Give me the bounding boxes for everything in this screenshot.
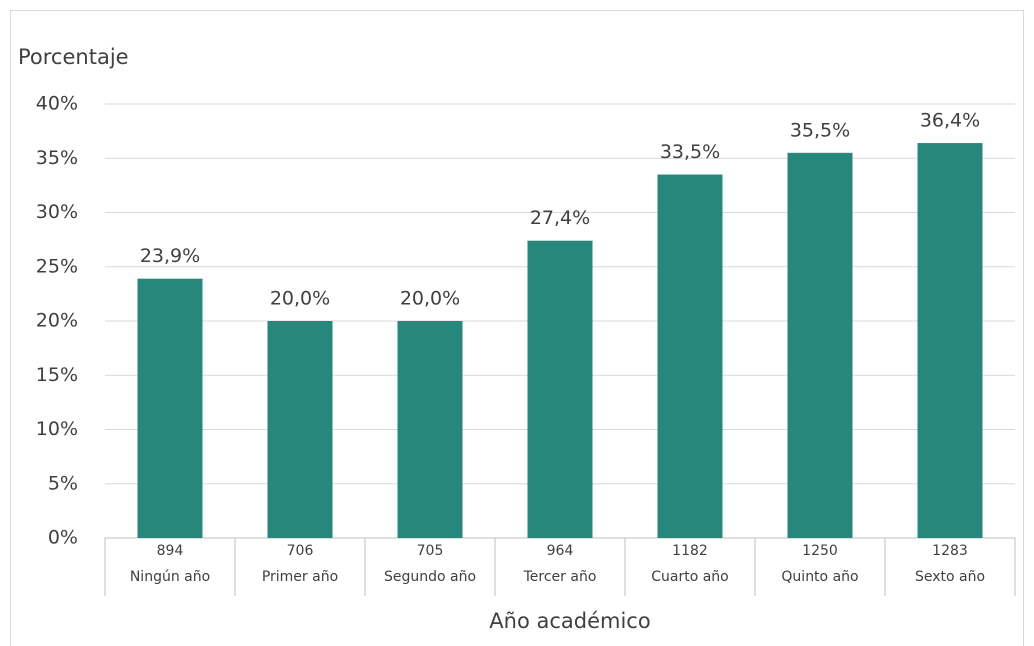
bar <box>267 321 333 538</box>
value-label: 36,4% <box>920 110 980 132</box>
x-tick-label: Primer año <box>262 569 338 585</box>
category-count: 894 <box>157 543 184 559</box>
x-tick-label: Quinto año <box>781 569 858 585</box>
y-tick-label: 15% <box>36 364 78 386</box>
bar <box>917 143 983 538</box>
value-label: 20,0% <box>400 288 460 310</box>
y-tick-label: 30% <box>36 201 78 223</box>
value-label: 27,4% <box>530 207 590 229</box>
category-count: 1182 <box>672 543 708 559</box>
x-tick-label: Tercer año <box>523 569 597 585</box>
y-tick-label: 25% <box>36 255 78 277</box>
category-count: 1283 <box>932 543 968 559</box>
bar <box>657 174 723 538</box>
y-axis-label: Porcentaje <box>18 45 129 69</box>
bar <box>527 240 593 538</box>
y-tick-label: 40% <box>36 93 78 115</box>
y-tick-label: 0% <box>48 527 78 549</box>
y-tick-label: 5% <box>48 472 78 494</box>
category-count: 706 <box>287 543 314 559</box>
category-count: 964 <box>547 543 574 559</box>
x-tick-label: Segundo año <box>384 569 476 585</box>
x-tick-label: Cuarto año <box>651 569 729 585</box>
value-label: 35,5% <box>790 119 850 141</box>
x-tick-label: Ningún año <box>130 569 210 585</box>
bar <box>137 278 203 538</box>
value-label: 20,0% <box>270 288 330 310</box>
category-count: 705 <box>417 543 444 559</box>
bar <box>397 321 463 538</box>
x-tick-label: Sexto año <box>915 569 985 585</box>
y-tick-label: 10% <box>36 418 78 440</box>
y-tick-label: 20% <box>36 310 78 332</box>
x-axis-label: Año académico <box>489 609 650 633</box>
bar <box>787 152 853 538</box>
y-tick-label: 35% <box>36 147 78 169</box>
value-label: 33,5% <box>660 141 720 163</box>
category-count: 1250 <box>802 543 838 559</box>
value-label: 23,9% <box>140 245 200 267</box>
